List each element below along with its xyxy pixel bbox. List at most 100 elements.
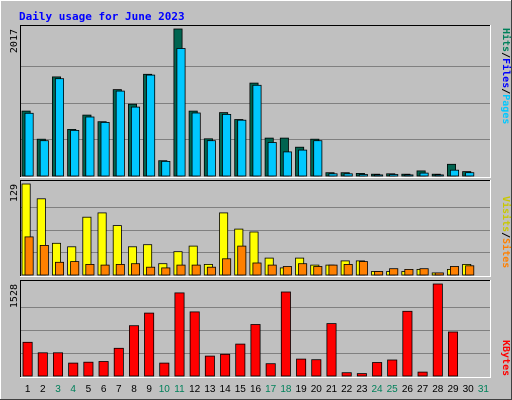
bar-files-day-14 [222, 114, 232, 177]
bar-sites-day-10 [161, 267, 171, 276]
x-tick-label-day-5: 5 [86, 384, 92, 395]
bar-sites-day-23 [358, 261, 368, 276]
bar-kbytes-day-21 [326, 323, 337, 377]
bar-files-day-21 [328, 173, 338, 177]
bar-kbytes-day-6 [98, 361, 109, 377]
x-tick-label-day-13: 13 [204, 384, 216, 395]
bar-kbytes-day-13 [204, 355, 215, 377]
x-tick-label-day-29: 29 [447, 384, 459, 395]
bar-kbytes-day-4 [68, 362, 79, 377]
bar-kbytes-day-22 [341, 372, 352, 377]
bar-kbytes-day-15 [235, 343, 246, 377]
bar-kbytes-day-10 [159, 362, 170, 377]
bar-sites-day-15 [237, 245, 247, 276]
x-tick-label-day-9: 9 [146, 384, 152, 395]
series-label-part: / [500, 88, 511, 94]
panel-visits_sites-series-label: Visits/Sites [500, 196, 512, 268]
bar-kbytes-day-29 [447, 331, 458, 377]
x-tick-label-day-19: 19 [296, 384, 308, 395]
bar-files-day-16 [252, 84, 262, 177]
x-tick-label-day-25: 25 [387, 384, 399, 395]
bar-sites-day-3 [55, 261, 65, 276]
bar-sites-day-29 [449, 266, 459, 276]
bar-sites-day-7 [115, 263, 125, 276]
bar-sites-day-8 [130, 263, 140, 276]
series-label-part: KBytes [500, 340, 511, 376]
panel-kbytes: 1528 KBytes [9, 280, 511, 378]
x-tick-label-day-11: 11 [174, 384, 185, 395]
bar-sites-day-11 [176, 264, 186, 276]
panel-hits_files-series-label: Hits/Files/Pages [500, 28, 512, 124]
panel-visits_sites-ymax-label: 129 [9, 184, 20, 202]
bar-sites-day-5 [85, 263, 95, 276]
bar-files-day-18 [282, 151, 292, 177]
panel-hits_files-ymax-label: 2017 [9, 29, 20, 53]
x-tick-label-day-24: 24 [371, 384, 383, 395]
x-tick-label-day-2: 2 [40, 384, 46, 395]
bar-files-day-15 [237, 119, 247, 177]
chart-title: Daily usage for June 2023 [19, 10, 185, 23]
x-tick-label-day-22: 22 [341, 384, 353, 395]
bar-files-day-29 [449, 169, 459, 177]
bar-kbytes-day-8 [128, 325, 139, 377]
x-tick-label-day-23: 23 [356, 384, 368, 395]
x-tick-label-day-1: 1 [25, 384, 31, 395]
bar-files-day-3 [55, 78, 65, 177]
series-label-part: Files [500, 58, 512, 88]
bar-sites-day-26 [404, 268, 414, 276]
series-label-part: Hits [500, 28, 512, 52]
x-tick-label-day-3: 3 [55, 384, 61, 395]
x-tick-label-day-16: 16 [250, 384, 262, 395]
x-tick-label-day-10: 10 [159, 384, 171, 395]
series-label-part: / [500, 52, 511, 58]
x-tick-label-day-17: 17 [265, 384, 277, 395]
bar-kbytes-day-24 [372, 362, 383, 377]
series-label-part: Pages [500, 94, 511, 124]
x-tick-label-day-14: 14 [220, 384, 232, 395]
panel-visits_sites: 129 Visits/Sites [9, 180, 512, 277]
bar-files-day-25 [389, 174, 399, 177]
bar-kbytes-day-27 [417, 371, 428, 377]
bar-files-day-24 [374, 174, 384, 177]
bar-files-day-2 [39, 140, 49, 177]
bar-sites-day-4 [70, 261, 80, 276]
bar-kbytes-day-5 [83, 361, 94, 377]
x-tick-label-day-21: 21 [326, 384, 338, 395]
panel-kbytes-series-label: KBytes [500, 340, 511, 376]
bar-sites-day-16 [252, 262, 262, 276]
bar-files-day-28 [434, 174, 444, 177]
bar-files-day-8 [130, 106, 140, 177]
bar-files-day-10 [161, 160, 171, 177]
bar-files-day-7 [115, 90, 125, 177]
bar-sites-day-24 [374, 271, 384, 276]
panel-kbytes-ymax-label: 1528 [9, 284, 20, 308]
bar-sites-day-25 [389, 268, 399, 276]
bar-kbytes-day-28 [432, 283, 443, 377]
bar-files-day-19 [298, 149, 308, 177]
bar-files-day-5 [85, 116, 95, 177]
series-label-part: Sites [500, 238, 512, 268]
bar-kbytes-day-2 [37, 352, 48, 377]
bar-sites-day-21 [328, 264, 338, 276]
bar-kbytes-day-25 [387, 359, 398, 377]
x-tick-label-day-15: 15 [235, 384, 247, 395]
bar-kbytes-day-14 [220, 353, 231, 377]
bar-files-day-12 [191, 112, 201, 177]
bar-sites-day-27 [419, 268, 429, 276]
bar-files-day-30 [465, 172, 475, 177]
bar-sites-day-18 [282, 266, 292, 276]
x-tick-label-day-7: 7 [116, 384, 122, 395]
x-tick-label-day-4: 4 [70, 384, 76, 395]
bar-files-day-26 [404, 174, 414, 177]
bar-sites-day-1 [24, 236, 34, 276]
x-tick-label-day-12: 12 [189, 384, 201, 395]
bar-files-day-4 [70, 129, 80, 177]
bar-kbytes-day-18 [280, 291, 291, 377]
x-tick-label-day-31: 31 [478, 384, 490, 395]
bar-sites-day-2 [39, 244, 49, 276]
bar-kbytes-day-3 [53, 352, 64, 377]
bar-sites-day-19 [298, 263, 308, 276]
x-tick-label-day-8: 8 [131, 384, 137, 395]
x-tick-label-day-26: 26 [402, 384, 414, 395]
bar-files-day-23 [358, 174, 368, 177]
